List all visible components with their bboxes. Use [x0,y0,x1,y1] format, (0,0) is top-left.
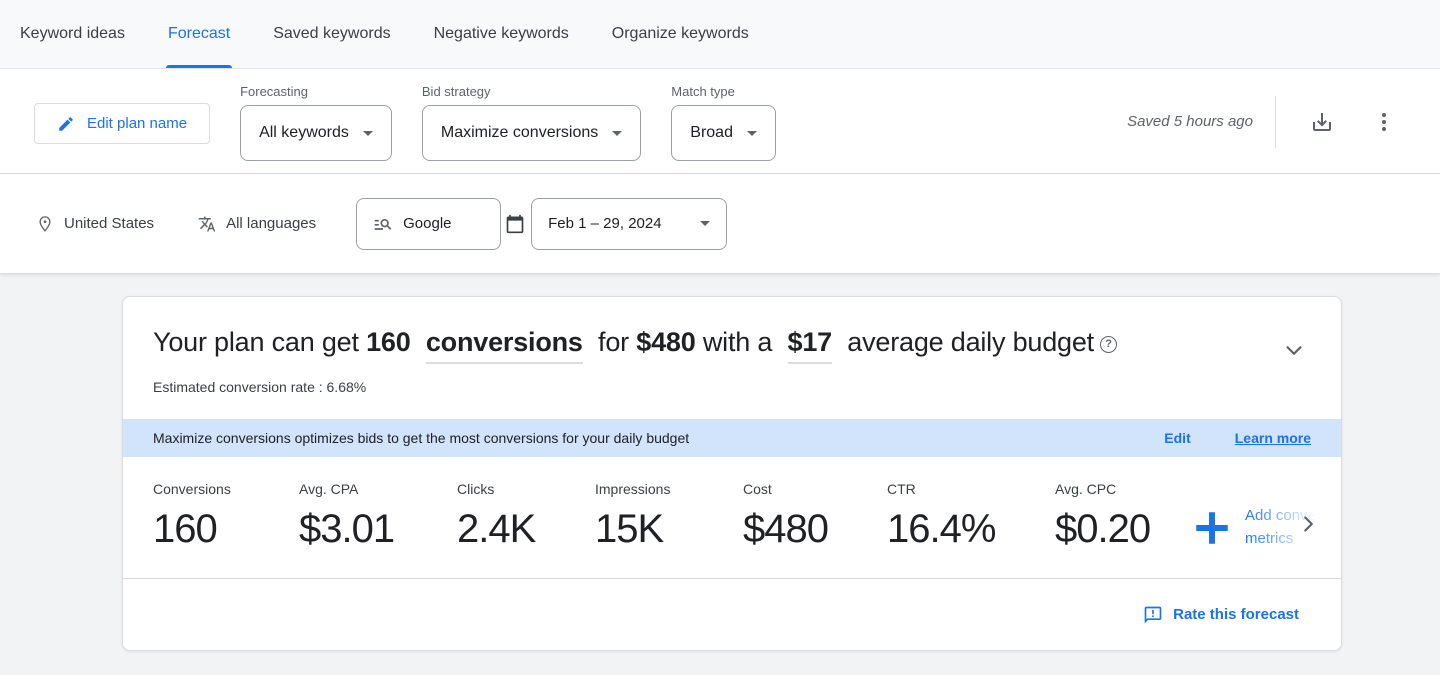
pencil-icon [57,115,75,133]
chevron-down-icon [362,130,373,136]
metric-label: Avg. CPC [1055,481,1117,497]
more-options-button[interactable] [1364,102,1404,142]
bid-strategy-value: Maximize conversions [440,124,599,141]
metric-label: Avg. CPA [299,481,359,497]
tab-organize-keywords[interactable]: Organize keywords [611,25,749,42]
metric-conversions: Conversions 160 [153,481,299,552]
metric-avg-cpc: Avg. CPC $0.20 [1055,481,1191,552]
tab-negative-keywords[interactable]: Negative keywords [433,25,569,42]
download-button[interactable] [1302,102,1342,142]
search-network-selector[interactable]: Google [356,197,502,250]
forecasting-filter: Forecasting All keywords [240,69,392,161]
chevron-down-icon [612,130,623,136]
match-type-value: Broad [690,124,733,141]
download-icon [1310,110,1334,134]
banner-links: Edit Learn more [1164,430,1311,446]
metric-label: Cost [743,481,772,497]
metric-label: Impressions [595,481,671,497]
metric-value: $3.01 [299,507,395,551]
banner-learn-more-link[interactable]: Learn more [1234,430,1311,446]
forecasting-label: Forecasting [240,84,308,99]
rate-forecast-label: Rate this forecast [1173,606,1299,623]
bid-strategy-dropdown[interactable]: Maximize conversions [421,105,642,161]
conversion-rate-subtitle: Estimated conversion rate : 6.68% [153,379,367,395]
metric-value: 160 [153,507,218,551]
add-metrics-label: Add conversion metrics [1245,505,1342,550]
bid-strategy-label: Bid strategy [421,84,491,99]
date-range-value: Feb 1 – 29, 2024 [548,215,662,232]
headline-with-a: with a [702,327,773,357]
metric-label: Conversions [153,481,231,497]
metric-value: $480 [743,507,829,551]
headline-prefix: Your plan can get [153,327,359,357]
metric-value: 16.4% [887,507,996,551]
calendar-icon [505,214,525,234]
tab-saved-keywords[interactable]: Saved keywords [273,25,391,42]
metric-label: CTR [887,481,916,497]
language-value: All languages [226,215,317,232]
forecasting-dropdown[interactable]: All keywords [240,105,392,161]
rate-forecast-link[interactable]: Rate this forecast [1143,605,1299,625]
metric-value: 2.4K [457,507,536,551]
metric-impressions: Impressions 15K [595,481,743,552]
forecast-headline: Your plan can get 160 conversions for $4… [153,327,1311,364]
forecasting-value: All keywords [259,124,349,141]
location-pin-icon [36,215,54,233]
bid-strategy-filter: Bid strategy Maximize conversions [421,69,642,161]
add-metrics-line2: metrics [1245,529,1294,547]
headline-budget-selector[interactable]: $17 [787,327,832,364]
kebab-menu-icon [1372,110,1396,134]
targeting-bar: United States All languages Google Feb 1… [0,174,1440,274]
plan-toolbar: Edit plan name Forecasting All keywords … [0,69,1440,174]
bid-strategy-banner: Maximize conversions optimizes bids to g… [123,419,1341,457]
chevron-down-icon [746,130,757,136]
match-type-label: Match type [671,84,735,99]
metric-label: Clicks [457,481,495,497]
chevron-right-icon[interactable] [1295,511,1321,542]
forecast-headline-section: Your plan can get 160 conversions for $4… [123,297,1341,419]
search-network-icon [373,214,393,234]
toolbar-right-cluster: Saved 5 hours ago [1127,69,1404,174]
metrics-row: Conversions 160 Avg. CPA $3.01 Clicks 2.… [123,457,1341,579]
card-footer: Rate this forecast [123,579,1341,650]
match-type-filter: Match type Broad [671,69,776,161]
metric-cost: Cost $480 [743,481,887,552]
headline-for: for [598,327,629,357]
vertical-divider [1275,95,1276,148]
feedback-icon [1143,605,1163,625]
metric-ctr: CTR 16.4% [887,481,1055,552]
language-chip[interactable]: All languages [198,215,316,233]
content-area: Your plan can get 160 conversions for $4… [0,274,1440,651]
collapse-card-button[interactable] [1281,337,1307,368]
saved-status: Saved 5 hours ago [1127,113,1253,130]
help-icon[interactable]: ? [1099,335,1117,353]
translate-icon [198,215,216,233]
edit-plan-name-label: Edit plan name [87,115,188,132]
headline-conversions-value: 160 [366,327,411,357]
metric-value: 15K [595,507,664,551]
banner-edit-link[interactable]: Edit [1164,430,1191,446]
keyword-plan-tabbar: Keyword ideas Forecast Saved keywords Ne… [0,0,1440,69]
metric-avg-cpa: Avg. CPA $3.01 [299,481,457,552]
metric-value: $0.20 [1055,507,1151,551]
match-type-dropdown[interactable]: Broad [671,105,776,161]
chevron-down-icon [700,221,711,226]
forecast-summary-card: Your plan can get 160 conversions for $4… [122,296,1342,651]
location-value: United States [64,215,155,232]
metric-clicks: Clicks 2.4K [457,481,595,552]
network-value: Google [403,215,452,232]
location-chip[interactable]: United States [36,215,154,233]
date-range-selector[interactable]: Feb 1 – 29, 2024 [531,197,728,250]
banner-text: Maximize conversions optimizes bids to g… [153,430,690,446]
headline-suffix: average daily budget [847,327,1094,357]
edit-plan-name-button[interactable]: Edit plan name [34,103,211,144]
add-metrics-line1: Add conversion [1245,507,1342,524]
tab-keyword-ideas[interactable]: Keyword ideas [20,25,125,42]
plus-icon [1191,507,1233,549]
headline-cost-value: $480 [636,327,696,357]
headline-conversions-metric-selector[interactable]: conversions [425,327,583,364]
tab-forecast[interactable]: Forecast [165,0,233,68]
